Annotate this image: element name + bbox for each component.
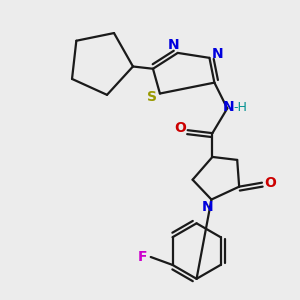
Text: N: N xyxy=(212,47,223,61)
Text: F: F xyxy=(138,250,148,264)
Text: N: N xyxy=(168,38,180,52)
Text: N: N xyxy=(202,200,213,214)
Text: N: N xyxy=(223,100,234,114)
Text: O: O xyxy=(264,176,276,190)
Text: S: S xyxy=(147,91,157,104)
Text: -H: -H xyxy=(233,101,247,114)
Text: O: O xyxy=(174,121,186,135)
